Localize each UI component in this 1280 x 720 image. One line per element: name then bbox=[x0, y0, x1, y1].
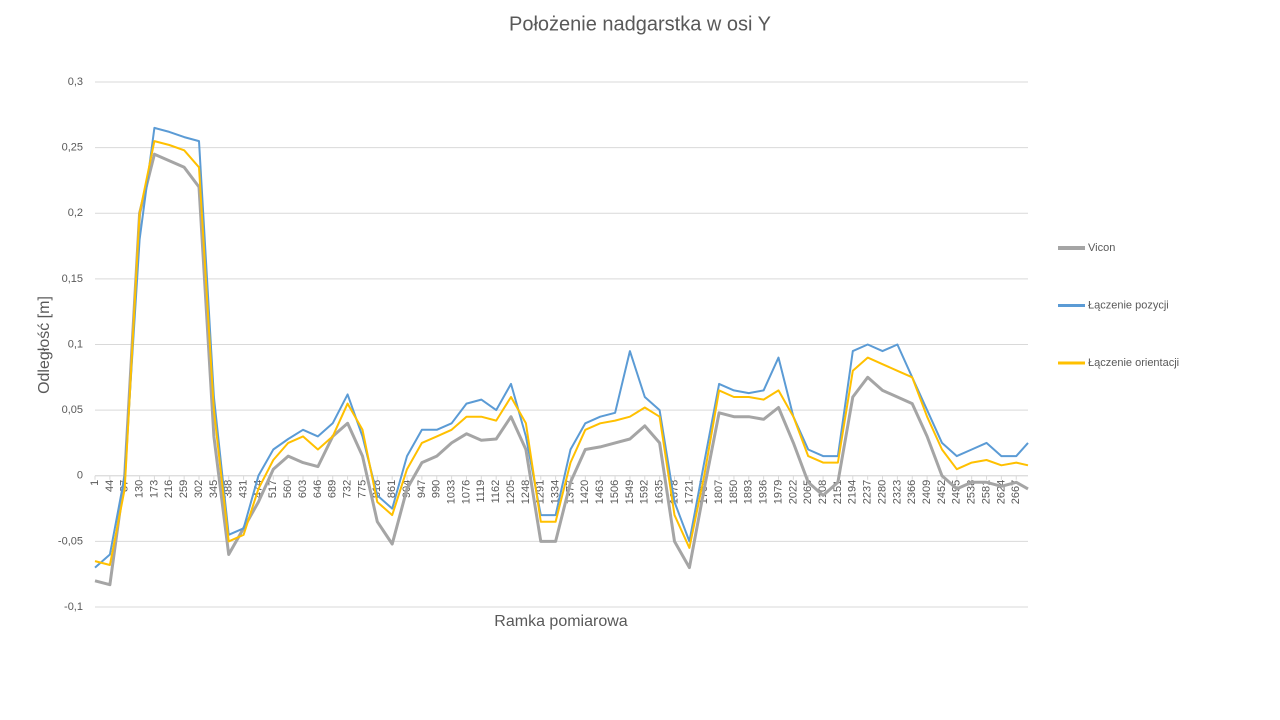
legend-label: Łączenie orientacji bbox=[1088, 357, 1179, 369]
x-tick-label: 1463 bbox=[594, 480, 606, 504]
x-tick-label: 2624 bbox=[995, 480, 1007, 504]
y-tick-label: 0 bbox=[77, 470, 83, 482]
y-tick-label: -0,1 bbox=[64, 601, 83, 613]
x-tick-label: 2022 bbox=[787, 480, 799, 504]
x-tick-label: 1420 bbox=[579, 480, 591, 504]
x-tick-label: 173 bbox=[148, 480, 160, 498]
x-tick-label: 517 bbox=[267, 480, 279, 498]
x-tick-label: 560 bbox=[282, 480, 294, 498]
x-tick-label: 259 bbox=[178, 480, 190, 498]
x-tick-label: 990 bbox=[431, 480, 443, 498]
y-tick-label: 0,05 bbox=[62, 404, 83, 416]
x-tick-label: 302 bbox=[193, 480, 205, 498]
x-tick-label: 1635 bbox=[654, 480, 666, 504]
x-tick-label: 1248 bbox=[520, 480, 532, 504]
y-axis-title: Odległość [m] bbox=[36, 296, 53, 394]
x-tick-label: 861 bbox=[386, 480, 398, 498]
x-tick-label: 2194 bbox=[847, 480, 859, 504]
x-tick-label: 1807 bbox=[713, 480, 725, 504]
legend-label: Łączenie pozycji bbox=[1088, 299, 1169, 311]
x-tick-label: 1 bbox=[89, 480, 101, 486]
x-tick-label: 1592 bbox=[639, 480, 651, 504]
x-axis-title: Ramka pomiarowa bbox=[494, 613, 627, 630]
x-tick-label: 1893 bbox=[743, 480, 755, 504]
x-tick-label: 2237 bbox=[862, 480, 874, 504]
y-tick-label: 0,3 bbox=[68, 76, 83, 88]
x-tick-label: 388 bbox=[223, 480, 235, 498]
y-tick-label: 0,15 bbox=[62, 273, 83, 285]
x-tick-label: 2280 bbox=[876, 480, 888, 504]
y-tick-label: -0,05 bbox=[58, 535, 83, 547]
x-tick-label: 775 bbox=[356, 480, 368, 498]
x-tick-label: 947 bbox=[416, 480, 428, 498]
x-tick-label: 431 bbox=[237, 480, 249, 498]
x-tick-label: 689 bbox=[327, 480, 339, 498]
x-tick-label: 2667 bbox=[1010, 480, 1022, 504]
series-line bbox=[94, 140, 1029, 566]
x-tick-label: 2323 bbox=[891, 480, 903, 504]
y-tick-label: 0,1 bbox=[68, 338, 83, 350]
x-tick-label: 2108 bbox=[817, 480, 829, 504]
x-tick-label: 2581 bbox=[980, 480, 992, 504]
series-line bbox=[94, 152, 1029, 587]
x-tick-label: 603 bbox=[297, 480, 309, 498]
x-tick-label: 1506 bbox=[609, 480, 621, 504]
x-tick-label: 1549 bbox=[624, 480, 636, 504]
x-tick-label: 1936 bbox=[758, 480, 770, 504]
x-tick-label: 44 bbox=[104, 480, 116, 492]
x-tick-label: 2452 bbox=[936, 480, 948, 504]
y-tick-label: 0,25 bbox=[62, 142, 83, 154]
y-tick-label: 0,2 bbox=[68, 207, 83, 219]
x-tick-label: 2366 bbox=[906, 480, 918, 504]
x-tick-label: 646 bbox=[312, 480, 324, 498]
x-tick-label: 732 bbox=[342, 480, 354, 498]
x-tick-label: 1076 bbox=[460, 480, 472, 504]
legend-label: Vicon bbox=[1088, 242, 1115, 254]
series-line bbox=[94, 126, 1029, 569]
x-tick-label: 2538 bbox=[966, 480, 978, 504]
x-tick-label: 130 bbox=[133, 480, 145, 498]
x-tick-label: 1205 bbox=[505, 480, 517, 504]
x-tick-label: 1033 bbox=[446, 480, 458, 504]
x-tick-label: 216 bbox=[163, 480, 175, 498]
x-tick-label: 1162 bbox=[490, 480, 502, 504]
x-tick-label: 1979 bbox=[772, 480, 784, 504]
x-tick-label: 1119 bbox=[475, 480, 487, 503]
x-tick-label: 1850 bbox=[728, 480, 740, 504]
x-tick-label: 345 bbox=[208, 480, 220, 498]
x-tick-label: 1721 bbox=[683, 480, 695, 504]
x-tick-label: 2409 bbox=[921, 480, 933, 504]
chart-title: Położenie nadgarstka w osi Y bbox=[509, 13, 771, 35]
